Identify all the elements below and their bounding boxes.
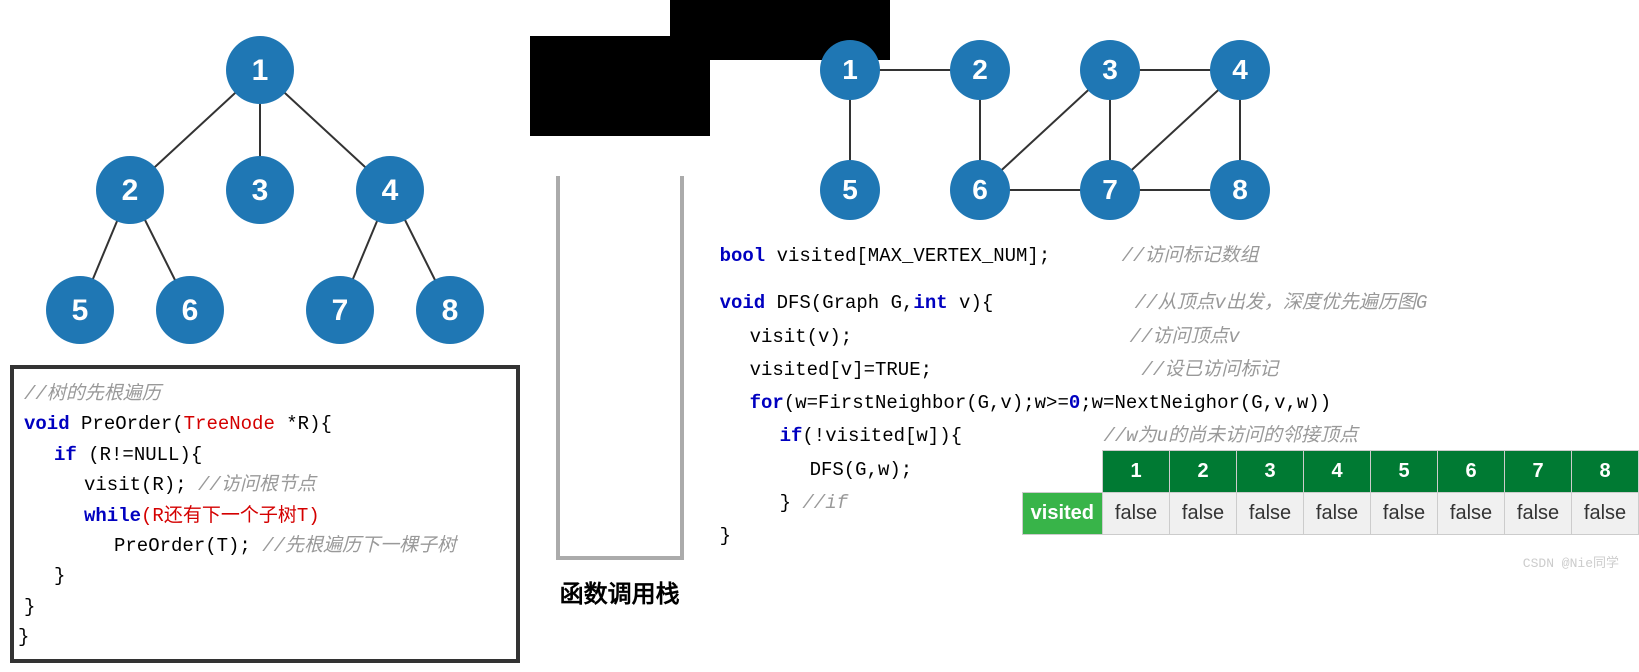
- svg-text:4: 4: [382, 174, 399, 207]
- code-comment: //树的先根遍历: [24, 383, 161, 405]
- dfs-code: bool visited[MAX_VERTEX_NUM]; //访问标记数组 v…: [720, 240, 1629, 553]
- svg-text:8: 8: [442, 294, 459, 327]
- kw-while: while: [84, 505, 141, 527]
- svg-text:4: 4: [1232, 54, 1248, 85]
- graph-diagram: 1 2 3 4 5 6 7 8: [800, 20, 1320, 240]
- svg-text:6: 6: [182, 294, 199, 327]
- tree-diagram: 1 2 3 4 5 6 7 8: [10, 10, 510, 360]
- svg-text:1: 1: [252, 54, 269, 87]
- svg-text:5: 5: [842, 174, 858, 205]
- svg-text:5: 5: [72, 294, 89, 327]
- svg-text:3: 3: [252, 174, 269, 207]
- watermark: CSDN @Nie同学: [1523, 553, 1619, 576]
- svg-text:7: 7: [1102, 174, 1118, 205]
- stack-frame: [556, 176, 684, 560]
- svg-text:7: 7: [332, 294, 349, 327]
- svg-text:8: 8: [1232, 174, 1248, 205]
- svg-text:2: 2: [122, 174, 139, 207]
- preorder-code: //树的先根遍历 void PreOrder(TreeNode *R){ if …: [10, 365, 520, 663]
- svg-text:3: 3: [1102, 54, 1118, 85]
- visited-table: 12345678 visitedfalsefalsefalsefalsefals…: [1022, 450, 1639, 535]
- kw-if: if: [54, 444, 88, 466]
- svg-text:1: 1: [842, 54, 858, 85]
- kw-void: void: [24, 413, 70, 435]
- svg-text:2: 2: [972, 54, 988, 85]
- svg-text:6: 6: [972, 174, 988, 205]
- stack-label: 函数调用栈: [560, 574, 680, 610]
